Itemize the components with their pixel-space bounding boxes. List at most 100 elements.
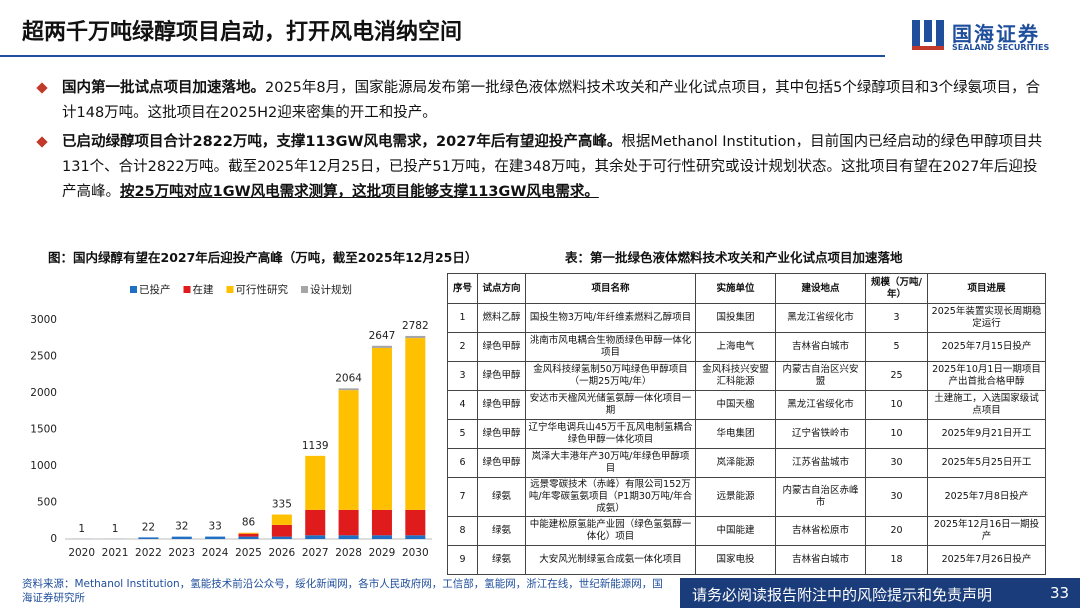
x-tick-label: 2026 xyxy=(268,547,295,559)
table-cell: 2 xyxy=(447,332,478,362)
table-cell: 绿色甲醇 xyxy=(477,448,526,478)
table-cell: 5 xyxy=(865,332,928,362)
bar-segment xyxy=(238,536,259,539)
bar-segment xyxy=(271,514,292,525)
table-cell: 辽宁省铁岭市 xyxy=(775,419,866,449)
y-tick-label: 1500 xyxy=(30,424,57,436)
table-row: 8 绿氨 中能建松原氢能产业园（绿色氢氨醇一体化）项目 中国能建 吉林省松原市 20 202… xyxy=(447,515,1046,546)
total-label: 1 xyxy=(78,523,85,535)
table-row: 9 绿氨 大安风光制绿氢合成氨一体化项目 国家电投 吉林省白城市 18 2025年7月26日… xyxy=(447,544,1046,575)
x-tick-label: 2027 xyxy=(302,547,329,559)
table-cell: 金风科技绿氢制50万吨绿色甲醇项目（一期25万吨/年） xyxy=(525,361,696,391)
table-cell: 绿色甲醇 xyxy=(477,419,526,449)
page-number: 33 xyxy=(1050,584,1070,602)
table-row: 2 绿色甲醇 洮南市风电耦合生物质绿色甲醇一体化项目 上海电气 吉林省白城市 5 2025年… xyxy=(447,332,1046,362)
logo: 国海证券 SEALAND SECURITIES xyxy=(910,16,1070,56)
table-cell: 2025年10月1日一期项目产出首批合格甲醇 xyxy=(927,361,1046,391)
logo-text: 国海证券 xyxy=(952,22,1040,46)
bullet-bold: 已启动绿醇项目合计2822万吨，支撑113GW风电需求，2027年后有望迎投产高… xyxy=(62,134,622,150)
table-cell: 绿色甲醇 xyxy=(477,361,526,391)
table-cell: 2025年7月26日投产 xyxy=(927,544,1046,575)
x-tick-label: 2025 xyxy=(235,547,262,559)
table-cell: 30 xyxy=(865,448,928,478)
table-header-cell: 规模（万吨/年） xyxy=(865,273,928,304)
table-header-cell: 建设地点 xyxy=(775,273,866,304)
table-header-cell: 实施单位 xyxy=(695,273,776,304)
table-cell: 1 xyxy=(447,303,478,333)
table-cell: 3 xyxy=(447,361,478,391)
table-cell: 国投生物3万吨/年纤维素燃料乙醇项目 xyxy=(525,303,696,333)
table-cell: 内蒙古自治区赤峰市 xyxy=(775,477,866,517)
table-cell: 吉林省白城市 xyxy=(775,544,866,575)
bar-segment xyxy=(371,535,392,539)
bar-segment xyxy=(338,390,359,510)
table-cell: 30 xyxy=(865,477,928,517)
bar-segment xyxy=(271,536,292,539)
x-tick-label: 2023 xyxy=(168,547,195,559)
table-cell: 2025年9月21日开工 xyxy=(927,419,1046,449)
table-cell: 绿氨 xyxy=(477,544,526,575)
table-cell: 江苏省盐城市 xyxy=(775,448,866,478)
table-header-row: 序号 试点方向 项目名称 实施单位 建设地点 规模（万吨/年） 项目进展 xyxy=(447,273,1046,304)
total-label: 86 xyxy=(242,517,256,529)
bullet-list: 国内第一批试点项目加速落地。2025年8月，国家能源局发布第一批绿色液体燃料技术… xyxy=(36,76,1051,209)
table-cell: 安达市天楹风光储氢氨醇一体化项目一期 xyxy=(525,390,696,420)
bar-segment xyxy=(305,509,326,536)
table-cell: 中能建松原氢能产业园（绿色氢氨醇一体化）项目 xyxy=(525,515,696,546)
total-label: 1139 xyxy=(302,440,329,452)
table-header-cell: 序号 xyxy=(447,273,478,304)
y-tick-label: 2500 xyxy=(30,351,57,363)
x-tick-label: 2029 xyxy=(369,547,396,559)
bar-segment xyxy=(405,535,426,539)
x-tick-label: 2030 xyxy=(402,547,429,559)
table-cell: 黑龙江省绥化市 xyxy=(775,303,866,333)
total-label: 32 xyxy=(175,521,188,533)
bullet-text: 根据Methanol Institution，目前国内已经启动的绿色甲醇项目共1… xyxy=(62,134,1043,200)
y-tick-label: 2000 xyxy=(30,387,57,399)
legend-swatch xyxy=(130,286,137,293)
bar-segment xyxy=(371,347,392,510)
x-tick-label: 2028 xyxy=(335,547,362,559)
table-cell: 绿氨 xyxy=(477,515,526,546)
legend-label: 设计规划 xyxy=(310,283,352,296)
bar-segment xyxy=(405,335,426,339)
table-cell: 上海电气 xyxy=(695,332,776,362)
table-cell: 燃料乙醇 xyxy=(477,303,526,333)
table-row: 5 绿色甲醇 辽宁华电调兵山45万千瓦风电制氢耦合绿色甲醇一体化项目 华电集团 辽宁省铁… xyxy=(447,419,1046,449)
bullet: 国内第一批试点项目加速落地。2025年8月，国家能源局发布第一批绿色液体燃料技术… xyxy=(36,76,1051,126)
bar-segment xyxy=(271,524,292,537)
table-cell: 6 xyxy=(447,448,478,478)
table-cell: 国投集团 xyxy=(695,303,776,333)
table-cell: 7 xyxy=(447,477,478,517)
bullet-text: 2025年8月，国家能源局发布第一批绿色液体燃料技术攻关和产业化试点项目，其中包… xyxy=(62,80,1041,121)
table-cell: 岚泽大丰港年产30万吨/年绿色甲醇项目 xyxy=(525,448,696,478)
table-cell: 国家电投 xyxy=(695,544,776,575)
table-cell: 绿色甲醇 xyxy=(477,332,526,362)
table-cell: 10 xyxy=(865,419,928,449)
table-cell: 4 xyxy=(447,390,478,420)
slide-title: 超两千万吨绿醇项目启动，打开风电消纳空间 xyxy=(22,20,463,45)
table-cell: 8 xyxy=(447,515,478,546)
footer-band xyxy=(680,578,1080,608)
bar-segment xyxy=(205,536,226,539)
bullet: 已启动绿醇项目合计2822万吨，支撑113GW风电需求，2027年后有望迎投产高… xyxy=(36,130,1051,205)
logo-text-en: SEALAND SECURITIES xyxy=(952,43,1050,52)
table-header-cell: 项目名称 xyxy=(525,273,696,304)
bar-segment xyxy=(305,455,326,510)
table-cell: 岚泽能源 xyxy=(695,448,776,478)
bar-segment xyxy=(371,345,392,348)
bar-segment xyxy=(371,509,392,536)
table-row: 1 燃料乙醇 国投生物3万吨/年纤维素燃料乙醇项目 国投集团 黑龙江省绥化市 3 2025年… xyxy=(447,303,1046,333)
table-cell: 洮南市风电耦合生物质绿色甲醇一体化项目 xyxy=(525,332,696,362)
x-tick-label: 2021 xyxy=(102,547,129,559)
table-row: 3 绿色甲醇 金风科技绿氢制50万吨绿色甲醇项目（一期25万吨/年） 金风科技兴安盟汇… xyxy=(447,361,1046,391)
x-tick-label: 2024 xyxy=(202,547,229,559)
table-cell: 中国天楹 xyxy=(695,390,776,420)
bullet-bold: 国内第一批试点项目加速落地。 xyxy=(62,80,265,96)
table-cell: 远景零碳技术（赤峰）有限公司152万吨/年零碳氢氨项目（P1期30万吨/年合成氨… xyxy=(525,477,696,517)
bar-segment xyxy=(238,533,259,537)
table-cell: 绿氨 xyxy=(477,477,526,517)
table-cell: 黑龙江省绥化市 xyxy=(775,390,866,420)
table-header-cell: 项目进展 xyxy=(927,273,1046,304)
table-cell: 绿色甲醇 xyxy=(477,390,526,420)
